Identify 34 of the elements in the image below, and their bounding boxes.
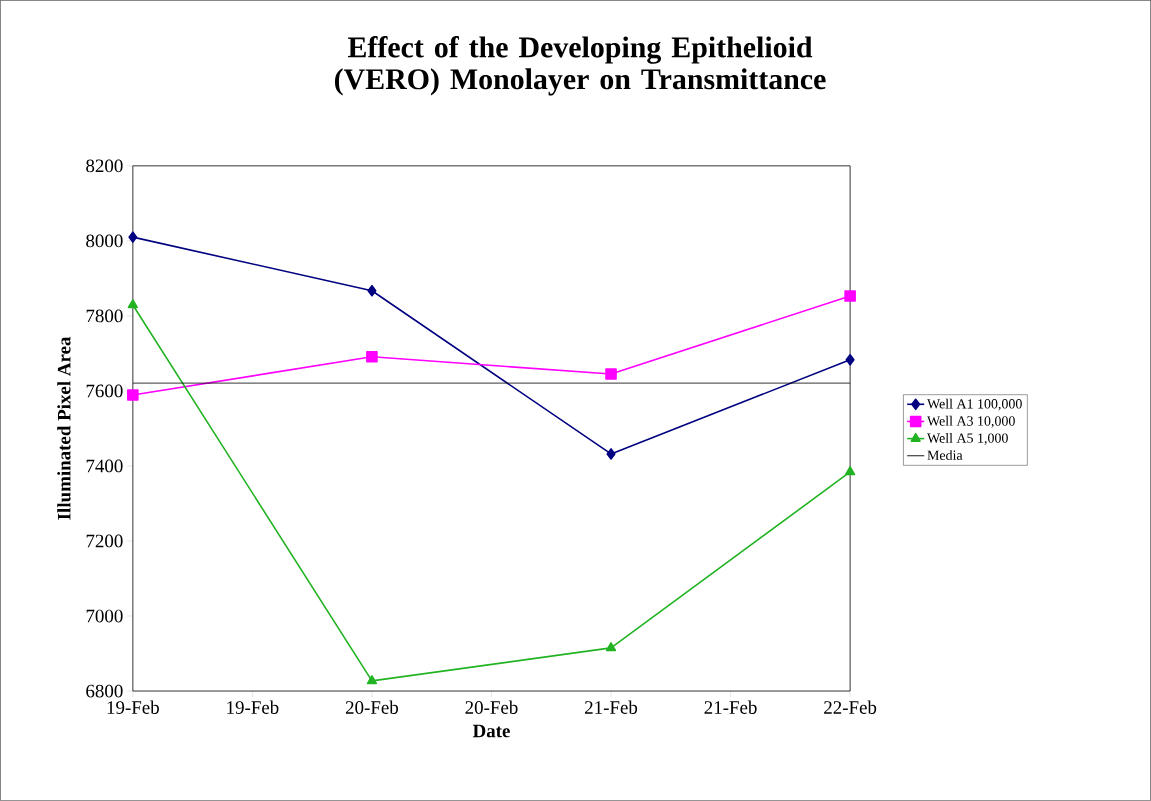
x-tick-label: 21-Feb — [704, 700, 757, 714]
y-tick-label: 7200 — [86, 534, 123, 548]
point — [366, 675, 378, 685]
point — [128, 231, 138, 243]
y-tick-label: 8200 — [86, 159, 123, 173]
x-tick-label: 20-Feb — [465, 700, 518, 714]
y-tick-label: 8000 — [86, 234, 123, 248]
x-tick-label: 22-Feb — [824, 700, 877, 714]
y-tick-label: 7400 — [86, 459, 123, 473]
y-tick-label: 7600 — [86, 384, 123, 398]
point — [367, 285, 377, 297]
x-tick-label: 19-Feb — [107, 700, 159, 714]
chart-title: Effect of the Developing Epithelioid (VERO) Monolayer on Transmittance — [334, 36, 826, 96]
point — [605, 642, 617, 652]
point — [606, 448, 616, 460]
point — [127, 299, 138, 309]
x-tick-label: 21-Feb — [585, 700, 638, 714]
x-axis-title: Date — [472, 724, 510, 738]
y-tick-label: 7000 — [86, 609, 123, 623]
point — [366, 351, 378, 363]
y-tick-label: 7800 — [86, 309, 123, 323]
point — [127, 389, 139, 401]
y-tick-label: 6800 — [86, 684, 123, 698]
point — [844, 290, 856, 302]
y-axis-title: Illuminated Pixel Area — [57, 336, 71, 520]
legend-label: Well A5 1,000 — [927, 433, 1008, 445]
x-tick-label: 20-Feb — [345, 700, 399, 714]
point — [605, 368, 617, 380]
legend-label: Well A1 100,000 — [927, 398, 1022, 411]
x-tick-label: 19-Feb — [227, 700, 279, 714]
point — [844, 466, 856, 476]
legend-label: Media — [927, 450, 963, 461]
legend-label: Well A3 10,000 — [927, 415, 1015, 428]
point — [845, 354, 855, 366]
